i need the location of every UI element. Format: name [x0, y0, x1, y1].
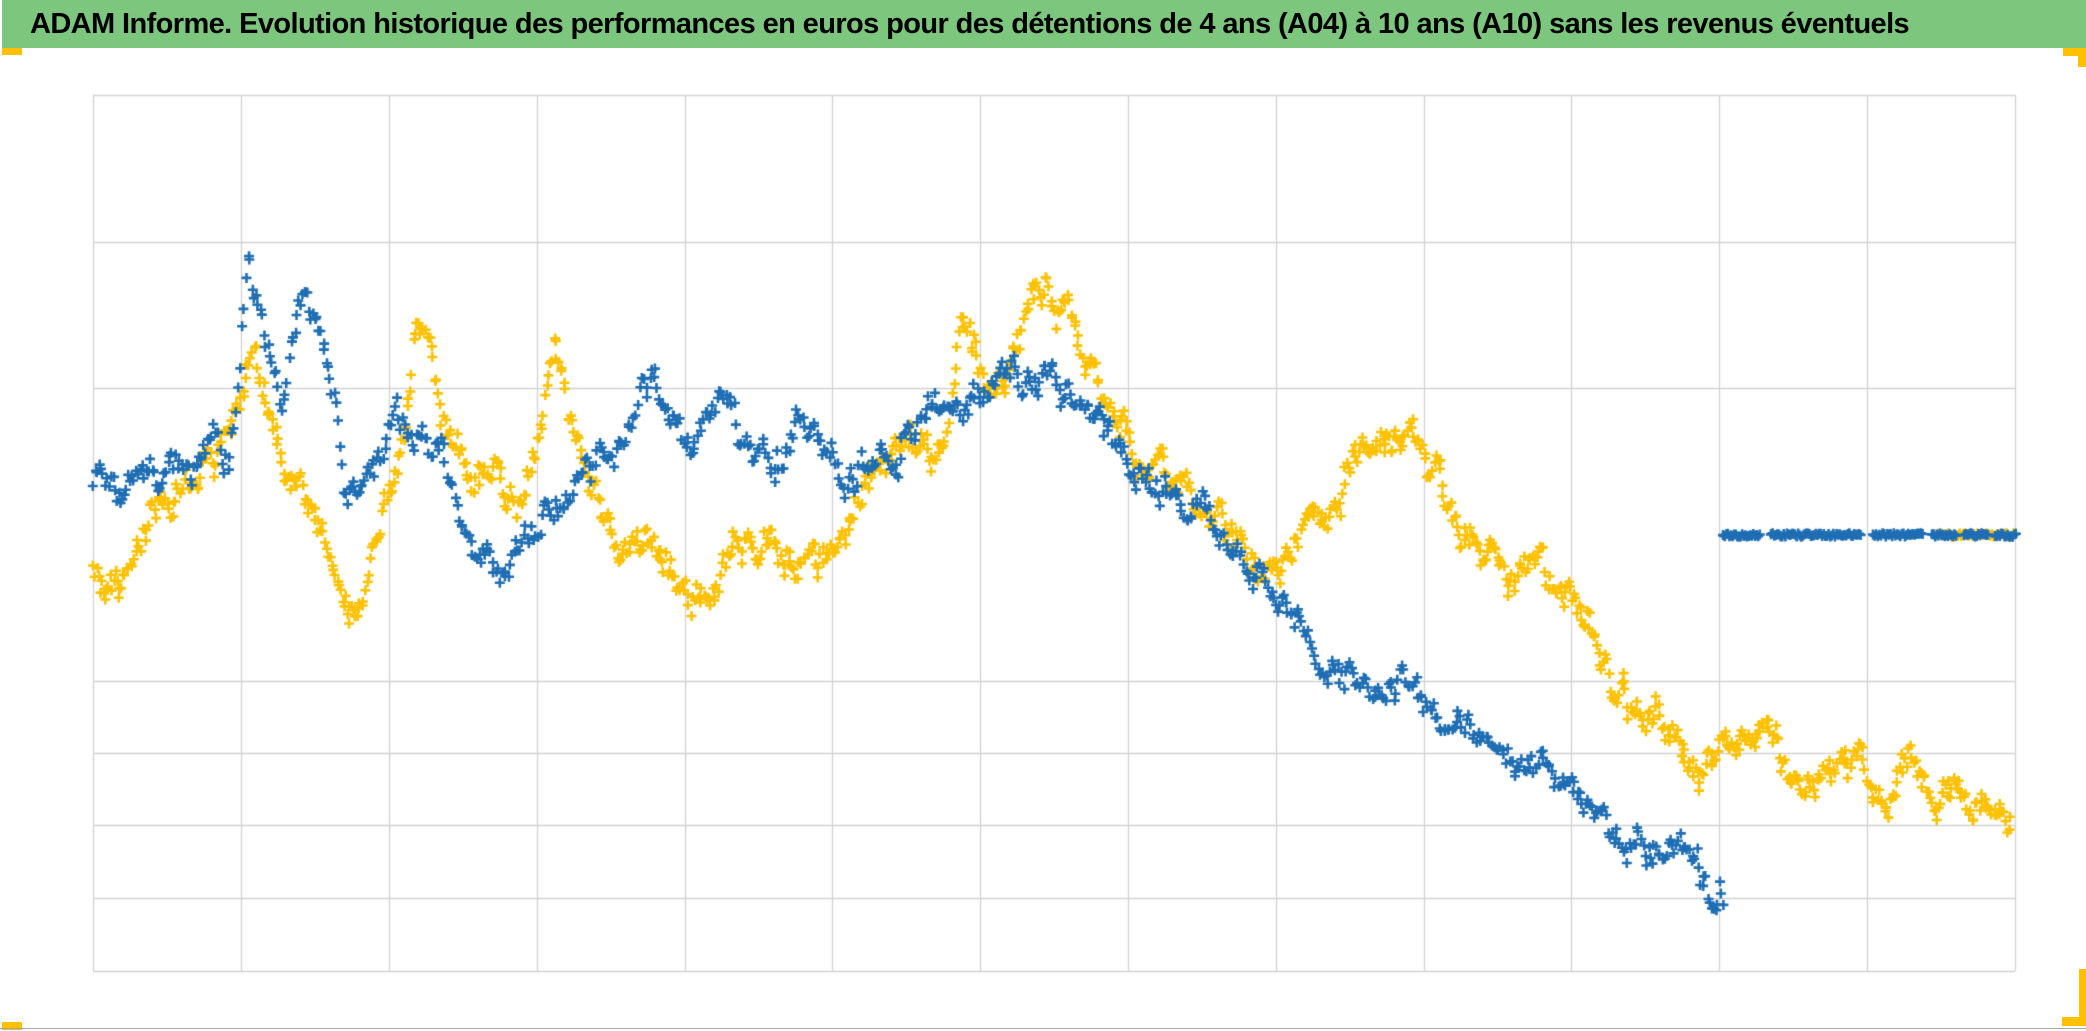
corner-accent-bottom-left [2, 1022, 22, 1030]
corner-accent-top-right [2063, 48, 2086, 56]
bottom-rule [0, 1028, 2086, 1029]
corner-accent-bottom-right-vertical [2079, 969, 2086, 1026]
title-bar: ADAM Informe. Evolution historique des p… [2, 0, 2086, 48]
corner-accent-top-left [2, 48, 22, 55]
corner-accent-top-right-vertical [2078, 48, 2086, 67]
corner-accent-bottom-right [2062, 1017, 2086, 1026]
page-title: ADAM Informe. Evolution historique des p… [30, 7, 1910, 40]
